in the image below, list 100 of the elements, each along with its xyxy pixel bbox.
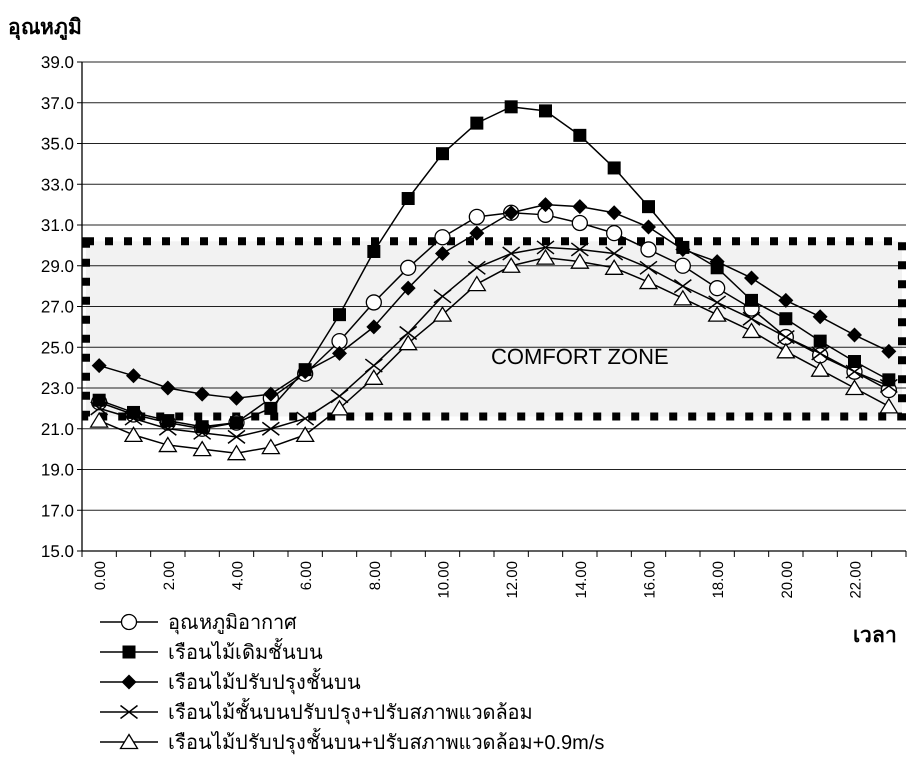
point bbox=[296, 426, 314, 442]
point bbox=[880, 398, 898, 414]
point bbox=[364, 358, 384, 373]
point bbox=[608, 161, 621, 174]
point bbox=[435, 246, 450, 262]
legend-label: เรือนไม้เดิมชั้นบน bbox=[168, 638, 323, 664]
point bbox=[639, 260, 658, 276]
point bbox=[847, 328, 862, 343]
x-tick-label: 0.00 bbox=[92, 561, 110, 590]
legend-label: เรือนไม้ปรับปรุงชั้นบน bbox=[168, 668, 361, 695]
x-tick-label: 8.00 bbox=[366, 561, 384, 590]
point bbox=[776, 343, 795, 358]
point bbox=[264, 402, 278, 415]
legend-label: อุณหภูมิอากาศ bbox=[168, 612, 297, 635]
point bbox=[263, 386, 278, 402]
y-tick-label: 37.0 bbox=[40, 94, 74, 113]
point bbox=[572, 199, 588, 214]
point bbox=[470, 116, 484, 130]
point bbox=[674, 258, 691, 274]
y-tick-label: 23.0 bbox=[40, 379, 74, 398]
point bbox=[742, 311, 761, 326]
point bbox=[436, 147, 449, 160]
point bbox=[606, 205, 622, 220]
point bbox=[536, 249, 555, 265]
y-tick-label: 33.0 bbox=[40, 175, 74, 194]
point bbox=[468, 276, 486, 292]
band-label: COMFORT ZONE bbox=[491, 344, 669, 369]
point bbox=[193, 440, 212, 456]
point bbox=[539, 104, 552, 118]
point bbox=[262, 422, 280, 436]
y-tick-label: 17.0 bbox=[40, 501, 74, 520]
point bbox=[742, 322, 761, 338]
x-tick-label: 16.00 bbox=[642, 561, 658, 599]
point bbox=[639, 274, 658, 290]
point bbox=[812, 309, 828, 324]
x-tick-label: 14.00 bbox=[572, 561, 590, 599]
point bbox=[570, 254, 589, 269]
point bbox=[192, 426, 212, 440]
x-tick-label: 6.00 bbox=[298, 561, 316, 590]
point bbox=[367, 244, 380, 258]
point bbox=[848, 355, 861, 368]
y-tick-label: 15.0 bbox=[40, 542, 74, 561]
point bbox=[366, 294, 382, 311]
point bbox=[332, 346, 347, 361]
x-tick-label: 4.00 bbox=[230, 561, 246, 590]
point bbox=[400, 280, 416, 296]
point bbox=[92, 358, 107, 374]
point bbox=[399, 335, 418, 350]
point bbox=[745, 294, 758, 307]
point bbox=[90, 412, 108, 428]
point bbox=[333, 308, 346, 322]
point bbox=[398, 326, 418, 340]
point bbox=[538, 197, 553, 212]
point bbox=[502, 246, 520, 261]
y-tick-label: 25.0 bbox=[40, 338, 74, 358]
point bbox=[124, 411, 143, 426]
x-tick-label: 2.00 bbox=[160, 561, 178, 590]
point bbox=[433, 306, 452, 322]
x-tick-label: 20.00 bbox=[778, 561, 796, 599]
point bbox=[810, 346, 830, 361]
point bbox=[642, 200, 655, 214]
point bbox=[364, 370, 383, 385]
point bbox=[502, 258, 520, 273]
point bbox=[468, 260, 486, 276]
y-tick-label: 21.0 bbox=[40, 420, 74, 439]
point bbox=[814, 334, 827, 348]
y-tick-label: 35.0 bbox=[40, 134, 74, 154]
point bbox=[573, 128, 586, 142]
point bbox=[330, 388, 349, 404]
point bbox=[778, 292, 794, 308]
point bbox=[92, 394, 106, 407]
point bbox=[330, 400, 349, 416]
point bbox=[296, 411, 314, 426]
x-tick-label: 18.00 bbox=[710, 561, 728, 599]
point bbox=[708, 306, 726, 322]
point bbox=[640, 241, 657, 258]
y-tick-label: 39.0 bbox=[40, 53, 74, 72]
point bbox=[880, 378, 898, 394]
point bbox=[227, 430, 246, 444]
point bbox=[605, 260, 624, 275]
x-tick-label: 12.00 bbox=[504, 561, 522, 599]
point bbox=[229, 390, 244, 406]
x-tick-label: 10.00 bbox=[436, 561, 452, 599]
point bbox=[674, 290, 692, 306]
x-axis-title: เวลา bbox=[853, 624, 897, 647]
legend-label: เรือนไม้ปรับปรุงชั้นบน+ปรับสภาพแวดล้อม+0.9m/s bbox=[168, 728, 604, 755]
point bbox=[881, 344, 896, 359]
point bbox=[400, 260, 416, 276]
point bbox=[641, 220, 656, 235]
point bbox=[331, 332, 348, 350]
y-tick-label: 31.0 bbox=[40, 216, 74, 235]
point bbox=[366, 319, 382, 334]
point bbox=[124, 426, 143, 442]
point bbox=[811, 362, 830, 377]
point bbox=[433, 289, 452, 304]
point bbox=[126, 368, 141, 384]
point bbox=[161, 414, 174, 428]
point bbox=[402, 192, 415, 206]
point bbox=[570, 242, 590, 257]
point bbox=[262, 438, 280, 454]
